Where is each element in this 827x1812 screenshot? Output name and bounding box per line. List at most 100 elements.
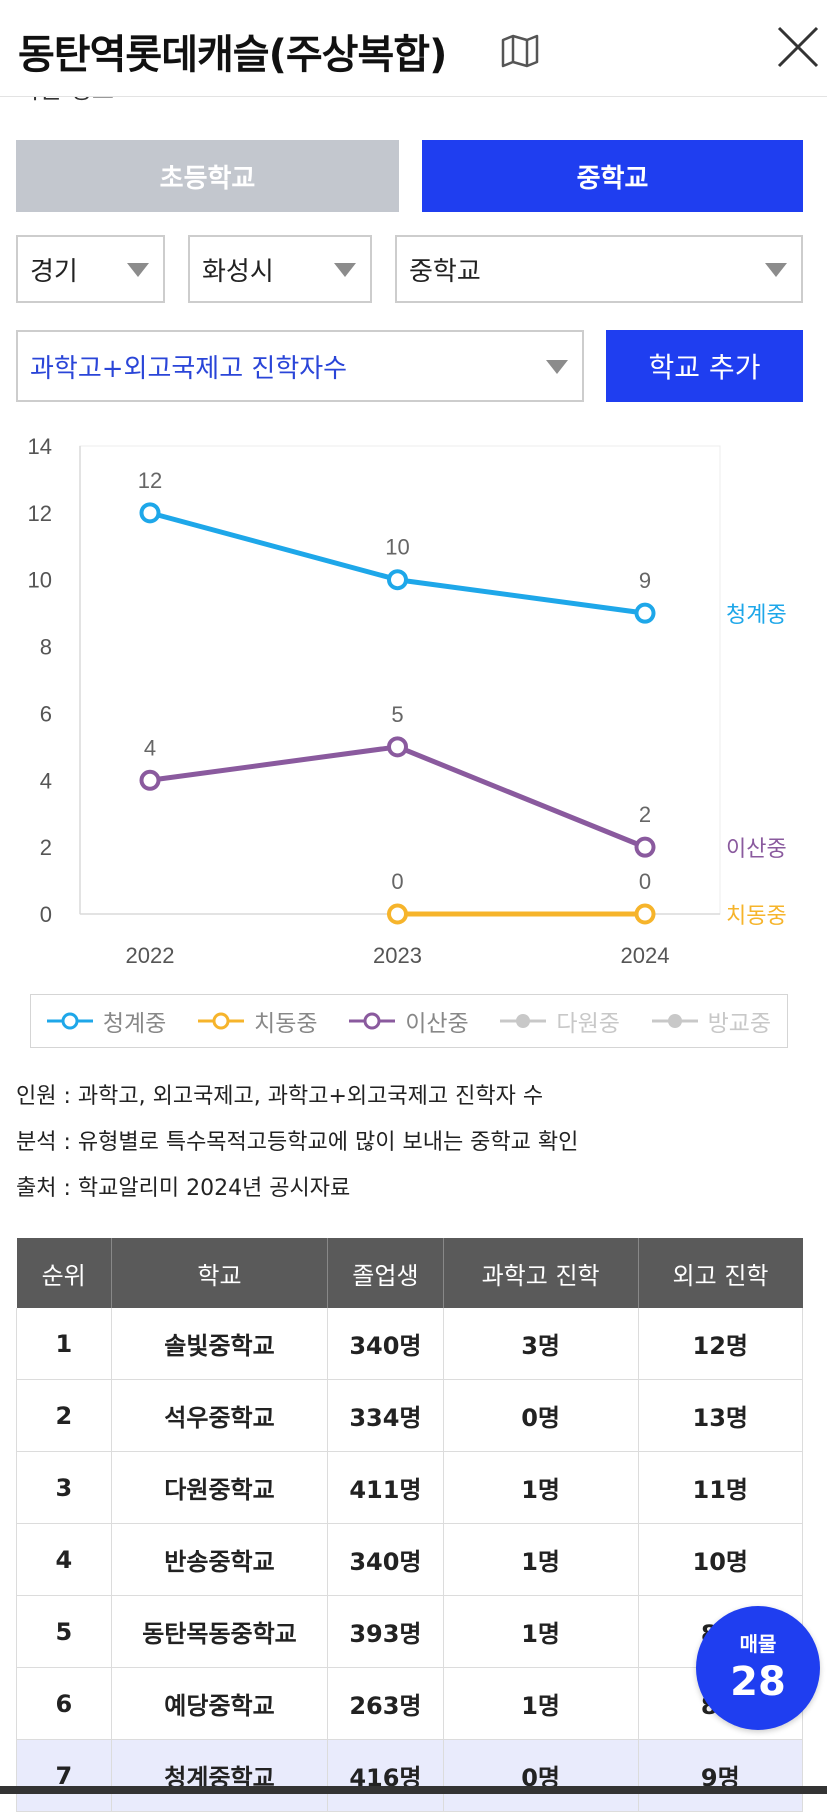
cell-school: 다원중학교	[111, 1451, 329, 1524]
column-header-graduates: 졸업생	[327, 1238, 444, 1308]
chevron-down-icon	[127, 263, 149, 277]
tab-elementary-school[interactable]: 초등학교	[16, 140, 399, 212]
cell-graduates: 340명	[327, 1308, 444, 1380]
tab-middle-school[interactable]: 중학교	[422, 140, 803, 212]
data-point	[139, 769, 161, 791]
bottom-bar	[0, 1786, 827, 1794]
plot-area	[79, 445, 721, 915]
cell-science: 0명	[443, 1739, 639, 1812]
cell-science: 0명	[443, 1379, 639, 1452]
legend-item[interactable]: 치동중	[198, 1004, 318, 1038]
close-icon[interactable]	[775, 24, 821, 70]
cell-school: 청계중학교	[111, 1739, 329, 1812]
table-row[interactable]: 1 솔빛중학교 340명 3명 12명	[16, 1308, 804, 1380]
cell-foreign: 9명	[638, 1739, 804, 1812]
legend-label: 치동중	[254, 1011, 318, 1037]
metric-select-value: 과학고+외고국제고 진학자수	[30, 353, 348, 384]
legend-marker-icon	[46, 1012, 93, 1030]
cell-science: 1명	[443, 1523, 639, 1596]
table-row[interactable]: 5동탄목동중학교393명1명8명	[16, 1595, 804, 1668]
column-header-school: 학교	[111, 1238, 329, 1308]
cell-graduates: 334명	[327, 1379, 444, 1452]
cell-graduates: 263명	[327, 1667, 444, 1740]
chart-notes: 인원 : 과학고, 외고국제고, 과학고+외고국제고 진학자 수 분석 : 유형…	[16, 1074, 578, 1212]
cell-school: 반송중학교	[111, 1523, 329, 1596]
legend-marker-icon	[198, 1012, 245, 1030]
line-chart: 0 2 4 6 8 10 12 14 2022 2023 2024 12 10 9 청계중 0 0 치동중 4 5 2 이…	[28, 434, 787, 968]
region-select-value: 경기	[30, 256, 78, 287]
cell-graduates: 416명	[327, 1739, 444, 1812]
chevron-down-icon	[334, 263, 356, 277]
listings-button[interactable]: 매물 28	[696, 1606, 820, 1730]
data-point	[634, 602, 656, 624]
header: 동탄역롯데캐슬(주상복합)	[0, 0, 827, 97]
data-label: 12	[138, 468, 162, 493]
legend-marker-icon	[651, 1014, 698, 1028]
metric-select[interactable]: 과학고+외고국제고 진학자수	[16, 330, 584, 402]
ranking-table: 순위 학교 졸업생 과학고 진학 외고 진학 1 솔빛중학교 340명 3명 12명 2 석…	[16, 1238, 804, 1812]
legend-label: 청계중	[102, 1011, 167, 1037]
y-tick-label: 8	[40, 635, 52, 660]
cell-rank: 5	[16, 1595, 112, 1668]
data-label: 10	[385, 535, 409, 560]
map-icon[interactable]	[500, 34, 540, 68]
legend-item[interactable]: 청계중	[46, 1004, 167, 1038]
listings-label: 매물	[739, 1632, 777, 1656]
add-school-button[interactable]: 학교 추가	[606, 330, 803, 402]
chart-legend: 청계중 치동중 이산중 다원중 방교중	[30, 994, 788, 1048]
y-tick-label: 12	[28, 501, 52, 526]
cell-science: 1명	[443, 1667, 639, 1740]
data-label: 0	[391, 869, 403, 894]
series-name-label: 치동중	[726, 904, 787, 929]
legend-item[interactable]: 다원중	[500, 1004, 620, 1038]
legend-item[interactable]: 이산중	[349, 1004, 469, 1038]
column-header-science: 과학고 진학	[443, 1238, 639, 1308]
data-label: 0	[639, 869, 651, 894]
y-tick-label: 2	[40, 835, 52, 860]
series-name-label: 청계중	[726, 603, 787, 628]
note-analysis: 분석 : 유형별로 특수목적고등학교에 많이 보내는 중학교 확인	[16, 1130, 579, 1155]
cell-foreign: 13명	[638, 1379, 804, 1452]
cell-rank: 1	[16, 1308, 112, 1380]
chevron-down-icon	[546, 360, 568, 374]
listings-count: 28	[730, 1659, 786, 1705]
legend-label: 방교중	[707, 1011, 772, 1037]
table-row[interactable]: 6예당중학교263명1명8명	[16, 1667, 804, 1740]
school-type-select[interactable]: 중학교	[395, 235, 803, 303]
table-row[interactable]: 3 다원중학교 411명 1명 11명	[16, 1451, 804, 1524]
city-select-value: 화성시	[202, 256, 274, 287]
note-people: 인원 : 과학고, 외고국제고, 과학고+외고국제고 진학자 수	[16, 1084, 544, 1109]
cell-foreign: 10명	[638, 1523, 804, 1596]
cell-school: 동탄목동중학교	[111, 1595, 329, 1668]
legend-item[interactable]: 방교중	[651, 1004, 772, 1038]
cell-science: 3명	[443, 1308, 639, 1380]
cell-foreign: 11명	[638, 1451, 804, 1524]
data-label: 9	[639, 568, 651, 593]
table-row[interactable]: 2 석우중학교 334명 0명 13명	[16, 1379, 804, 1452]
x-tick-label: 2024	[621, 943, 670, 968]
legend-marker-icon	[349, 1012, 396, 1030]
chevron-down-icon	[765, 263, 787, 277]
data-point	[634, 836, 656, 858]
table-row[interactable]: 4 반송중학교 340명 1명 10명	[16, 1523, 804, 1596]
region-select[interactable]: 경기	[16, 235, 165, 303]
page-title: 동탄역롯데캐슬(주상복합)	[18, 32, 447, 78]
legend-label: 이산중	[405, 1011, 469, 1037]
cell-school: 석우중학교	[111, 1379, 329, 1452]
data-point	[387, 736, 408, 758]
legend-marker-icon	[500, 1014, 547, 1028]
cell-graduates: 393명	[327, 1595, 444, 1668]
cell-rank: 4	[16, 1523, 112, 1596]
data-label: 5	[391, 702, 403, 727]
city-select[interactable]: 화성시	[188, 235, 372, 303]
table-row[interactable]: 7 청계중학교 416명 0명 9명	[16, 1739, 804, 1812]
cell-foreign: 12명	[638, 1308, 804, 1380]
note-source: 출처 : 학교알리미 2024년 공시자료	[16, 1176, 351, 1201]
data-point	[634, 903, 656, 925]
x-tick-label: 2022	[126, 943, 175, 968]
cell-rank: 3	[16, 1451, 112, 1524]
series-name-label: 이산중	[726, 837, 787, 862]
cell-school: 솔빛중학교	[111, 1308, 329, 1380]
data-point	[387, 903, 408, 925]
y-tick-label: 4	[40, 768, 52, 793]
